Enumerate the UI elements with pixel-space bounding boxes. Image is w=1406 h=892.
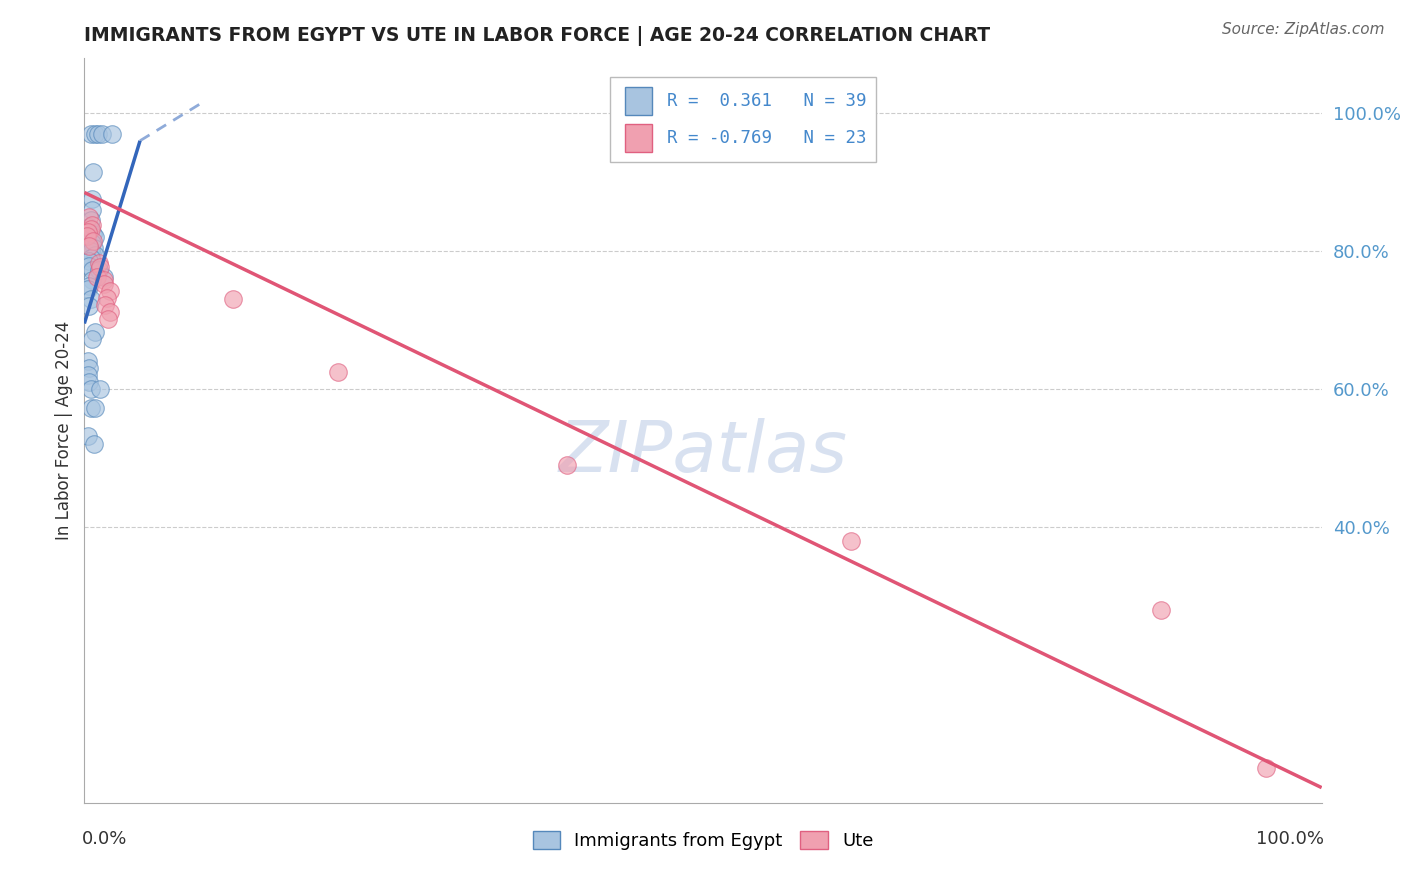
Point [79,251,101,265]
Text: 0.0%: 0.0% [82,830,128,847]
Point [86,269,108,284]
Point [84,326,107,340]
Point [89,256,111,270]
Point [84,127,107,141]
Point [84,401,107,416]
Point [84,247,107,261]
Bar [626,87,652,115]
Point [82,234,104,248]
Point [83,437,105,451]
Point [90,127,112,141]
Point [93,273,115,287]
Point [94,298,117,312]
Point [77,429,100,443]
Text: R = -0.769   N = 23: R = -0.769 N = 23 [666,128,866,146]
Text: R =  0.361   N = 39: R = 0.361 N = 39 [666,92,866,111]
Point [79,375,101,389]
Point [222,293,245,307]
Point [77,354,100,368]
Point [77,282,100,296]
Bar [626,123,652,152]
FancyBboxPatch shape [610,77,876,162]
Point [79,213,101,227]
Point [93,277,115,292]
Text: 100.0%: 100.0% [1256,830,1324,847]
Point [84,230,107,244]
Point [79,238,101,252]
Point [82,165,104,179]
Point [76,228,98,243]
Point [77,368,100,383]
Point [79,259,101,273]
Point [79,222,101,236]
Point [79,127,101,141]
Point [79,219,101,234]
Point [80,263,103,277]
Text: ZIPatlas: ZIPatlas [558,418,848,487]
Point [79,299,101,313]
Point [80,202,103,217]
Point [93,269,115,284]
Point [89,382,111,396]
Point [96,291,118,305]
Point [79,401,101,416]
Legend: Immigrants from Egypt, Ute: Immigrants from Egypt, Ute [526,823,880,857]
Point [98,305,121,319]
Text: Source: ZipAtlas.com: Source: ZipAtlas.com [1222,22,1385,37]
Point [80,218,103,232]
Point [80,192,103,206]
Point [89,263,111,277]
Point [80,235,103,250]
Point [98,284,121,298]
Point [79,254,101,268]
Point [77,226,100,240]
Point [79,278,101,293]
Point [79,210,101,224]
Point [97,311,120,326]
Point [83,241,105,255]
Point [79,293,101,307]
Point [79,382,101,396]
Point [82,227,104,241]
Point [841,533,863,548]
Point [326,365,349,379]
Point [100,127,122,141]
Text: IMMIGRANTS FROM EGYPT VS UTE IN LABOR FORCE | AGE 20-24 CORRELATION CHART: IMMIGRANTS FROM EGYPT VS UTE IN LABOR FO… [84,26,990,46]
Point [87,127,110,141]
Point [80,332,103,346]
Point [79,244,101,258]
Point [1254,761,1277,775]
Point [1150,603,1173,617]
Y-axis label: In Labor Force | Age 20-24: In Labor Force | Age 20-24 [55,321,73,540]
Point [89,260,111,274]
Point [80,273,103,287]
Point [555,458,578,472]
Point [79,361,101,376]
